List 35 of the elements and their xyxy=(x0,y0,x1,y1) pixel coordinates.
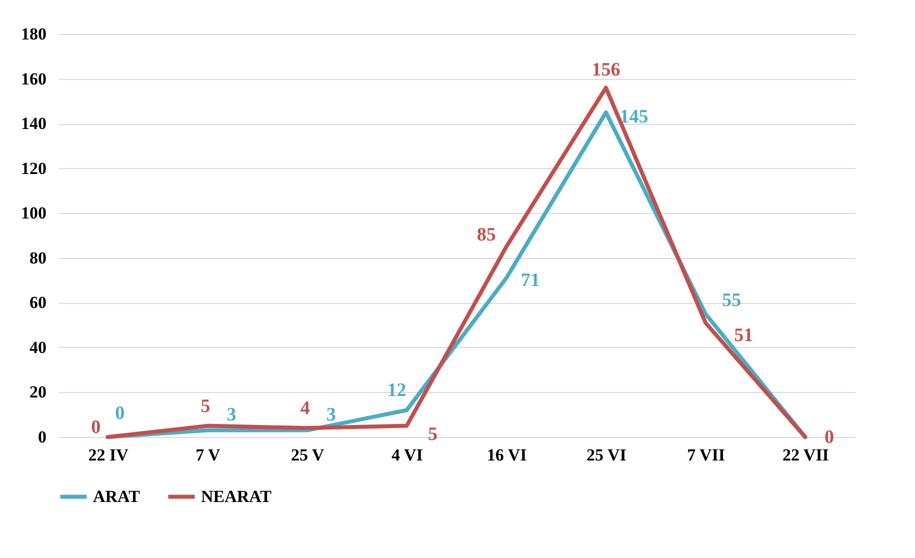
y-tick-label: 80 xyxy=(30,248,46,268)
data-label: 51 xyxy=(734,324,754,346)
legend-label: ARAT xyxy=(93,486,141,506)
data-label: 145 xyxy=(620,106,648,128)
y-tick-label: 0 xyxy=(38,428,46,446)
data-label: 0 xyxy=(91,417,101,438)
data-label: 3 xyxy=(226,404,236,426)
y-tick-label: 160 xyxy=(21,69,46,88)
data-label: 3 xyxy=(326,404,336,426)
data-label: 5 xyxy=(428,424,438,445)
y-tick-label: 40 xyxy=(30,338,46,357)
x-tick-label: 22 IV xyxy=(88,446,130,464)
x-tick-label: 25 V xyxy=(290,446,325,464)
y-tick-label: 60 xyxy=(30,293,46,312)
x-tick-label: 7 VII xyxy=(687,446,726,464)
y-tick-label: 100 xyxy=(21,204,46,223)
y-tick-label: 180 xyxy=(21,24,46,44)
data-label: 55 xyxy=(722,290,742,311)
y-tick-label: 20 xyxy=(30,382,46,402)
x-tick-label: 4 VI xyxy=(392,446,424,464)
y-tick-label: 120 xyxy=(21,158,46,178)
data-label: 156 xyxy=(592,60,620,81)
data-label: 71 xyxy=(520,270,540,292)
x-tick-label: 22 VII xyxy=(782,446,830,464)
data-label: 4 xyxy=(300,398,310,420)
data-label: 0 xyxy=(115,403,125,424)
data-label: 85 xyxy=(476,224,496,246)
data-label: 0 xyxy=(824,427,834,448)
x-tick-label: 16 VI xyxy=(486,446,528,464)
y-tick-label: 140 xyxy=(21,114,46,134)
data-label: 12 xyxy=(387,380,406,402)
x-tick-label: 25 VI xyxy=(586,446,627,464)
x-tick-label: 7 V xyxy=(196,446,222,464)
legend-label: NEARAT xyxy=(201,486,272,506)
data-label: 5 xyxy=(200,396,210,417)
